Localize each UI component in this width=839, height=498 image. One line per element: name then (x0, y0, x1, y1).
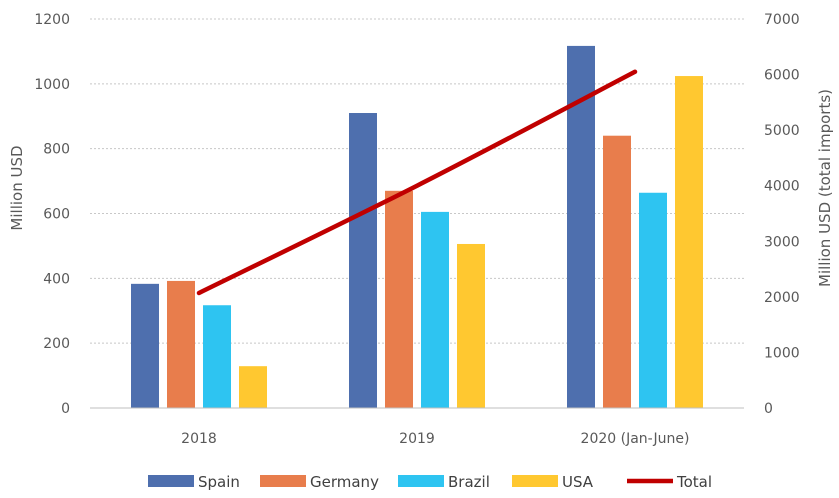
bar-usa (239, 366, 267, 408)
y-axis-title: Million USD (8, 145, 26, 230)
legend-label: Total (676, 473, 712, 491)
bar-brazil (421, 211, 449, 408)
bar-spain (349, 113, 377, 408)
y2-tick-label: 7000 (764, 12, 800, 28)
line-total (196, 69, 638, 296)
bar-brazil (639, 192, 667, 408)
x-tick-label: 2019 (399, 431, 435, 447)
bar-brazil (203, 305, 231, 408)
bars (131, 45, 703, 409)
y2-tick-label: 5000 (764, 123, 800, 139)
bar-usa (457, 243, 485, 408)
y-tick-label: 1000 (34, 77, 70, 93)
legend-label: USA (562, 473, 594, 491)
total-line (196, 69, 638, 296)
bar-germany (385, 190, 413, 408)
legend-label: Germany (310, 473, 379, 491)
gridlines (90, 18, 744, 344)
x-tick-label: 2018 (181, 431, 217, 447)
y2-tick-label: 4000 (764, 179, 800, 195)
y-tick-label: 800 (43, 142, 70, 158)
legend-label: Brazil (448, 473, 490, 491)
y2-tick-label: 3000 (764, 234, 800, 250)
legend-swatch (260, 475, 306, 487)
legend-swatch (512, 475, 558, 487)
bar-germany (167, 280, 195, 408)
bar-germany (603, 135, 631, 408)
y-tick-label: 200 (43, 336, 70, 352)
legend: Spain Germany Brazil USA Total (148, 473, 712, 491)
bar-spain (131, 283, 159, 408)
y-tick-label: 1200 (34, 12, 70, 28)
y2-axis-title: Million USD (total imports) (816, 89, 834, 287)
y2-tick-label: 0 (764, 401, 773, 417)
y-tick-label: 0 (61, 401, 70, 417)
bar-usa (675, 76, 703, 408)
axes: 0 200 400 600 800 1000 1200 0 1000 2000 3000 4000 50… (34, 12, 799, 447)
legend-label: Spain (198, 473, 240, 491)
y-tick-label: 600 (43, 207, 70, 223)
y2-tick-label: 6000 (764, 68, 800, 84)
y2-tick-label: 2000 (764, 290, 800, 306)
legend-swatch (398, 475, 444, 487)
y2-tick-label: 1000 (764, 345, 800, 361)
y-tick-label: 400 (43, 271, 70, 287)
legend-swatch (148, 475, 194, 487)
x-tick-label: 2020 (Jan-June) (581, 431, 690, 447)
